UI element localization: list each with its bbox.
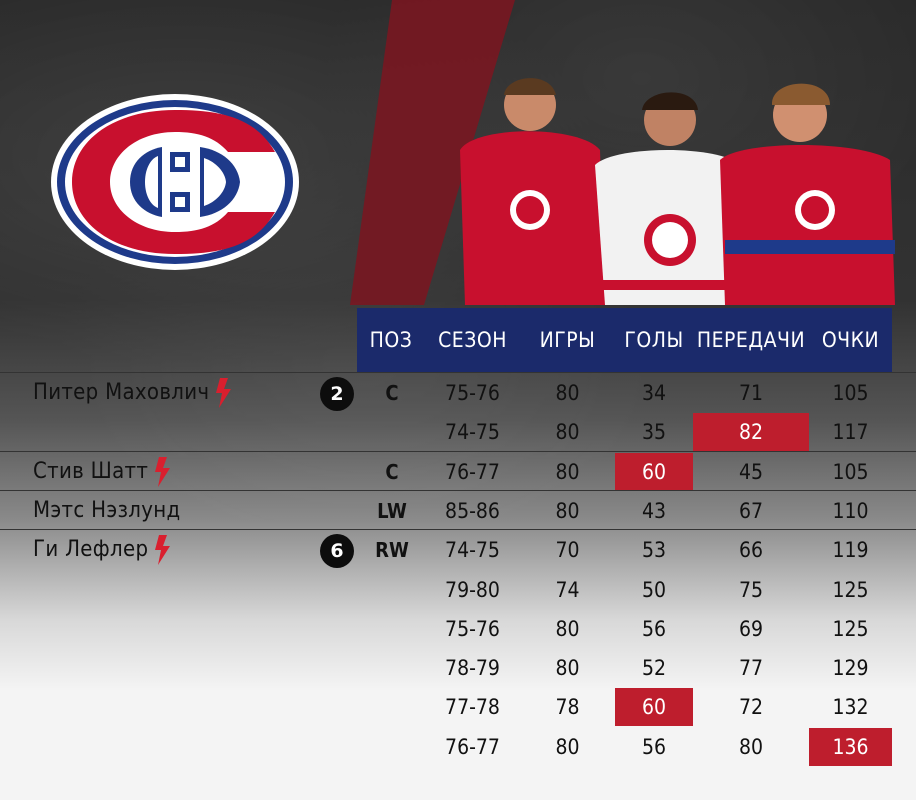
lightning-bolt-icon: [154, 535, 172, 569]
lightning-bolt-icon: [215, 378, 233, 412]
stat-goals: 60: [615, 452, 693, 491]
montreal-canadiens-logo-icon: [51, 94, 299, 270]
player-position: RW: [375, 538, 409, 563]
stat-season: 77-78: [445, 695, 500, 720]
stat-games: 70: [555, 538, 580, 563]
stat-games: 80: [555, 656, 580, 681]
stat-points: 129: [832, 656, 869, 681]
stat-goals: 56: [641, 734, 667, 759]
stat-points: 125: [832, 577, 869, 602]
stat-assists: 82: [693, 413, 809, 452]
player-name: Питер Маховлич: [33, 380, 210, 405]
lightning-bolt-icon: [154, 456, 172, 491]
header-games: ИГРЫ: [539, 328, 596, 352]
stat-season: 78-79: [445, 656, 500, 681]
stat-season: 75-76: [445, 381, 500, 405]
number-badge: 2: [320, 377, 354, 411]
stat-games: 80: [555, 381, 580, 405]
stat-games: 78: [555, 695, 580, 720]
stat-points: 110: [832, 498, 869, 523]
stat-games: 80: [555, 459, 580, 484]
stat-assists: 72: [738, 695, 764, 720]
stat-assists: 71: [738, 381, 764, 405]
stat-assists: 67: [738, 498, 764, 523]
header-assists: ПЕРЕДАЧИ: [696, 328, 806, 352]
number-badge: 6: [320, 534, 354, 569]
stat-points: 105: [832, 459, 869, 484]
player-name: Стив Шатт: [33, 458, 149, 484]
row-separator: [0, 529, 916, 531]
players-photo: [460, 78, 895, 305]
stat-goals: 35: [641, 420, 667, 445]
stat-games: 80: [555, 616, 580, 641]
stat-points: 119: [832, 538, 869, 563]
player-name: Мэтс Нэзлунд: [33, 497, 181, 523]
player-position: LW: [377, 498, 407, 523]
header-season: СЕЗОН: [438, 328, 507, 352]
stat-goals: 53: [641, 538, 667, 563]
header-position: ПОЗ: [369, 328, 413, 352]
header-points: ОЧКИ: [821, 328, 880, 352]
stat-season: 74-75: [445, 420, 500, 445]
stat-points: 136: [809, 727, 892, 766]
stat-assists: 75: [738, 577, 764, 602]
stat-assists: 69: [738, 616, 764, 641]
stat-season: 74-75: [445, 538, 500, 563]
player-position: C: [385, 381, 399, 405]
stat-games: 80: [555, 420, 580, 445]
stat-games: 74: [555, 577, 580, 602]
stat-goals: 60: [615, 688, 693, 727]
stat-goals: 50: [641, 577, 667, 602]
header-goals: ГОЛЫ: [624, 328, 684, 352]
stat-season: 79-80: [445, 577, 500, 602]
stat-games: 80: [555, 498, 580, 523]
stat-assists: 80: [738, 734, 764, 759]
player-name: Ги Лефлер: [33, 537, 149, 563]
stat-season: 75-76: [445, 616, 500, 641]
row-separator: [0, 372, 916, 373]
player-position: C: [385, 459, 399, 484]
stat-assists: 45: [738, 459, 764, 484]
stat-goals: 43: [641, 498, 667, 523]
stat-goals: 34: [641, 381, 667, 405]
stat-points: 117: [832, 420, 869, 445]
stat-goals: 56: [641, 616, 667, 641]
stat-games: 80: [555, 734, 580, 759]
row-separator: [0, 450, 916, 452]
row-separator: [0, 489, 916, 491]
stat-goals: 52: [641, 656, 667, 681]
stat-assists: 77: [738, 656, 764, 681]
stat-points: 105: [832, 381, 869, 405]
stat-season: 85-86: [445, 498, 500, 523]
table-header: [357, 308, 892, 372]
stat-assists: 66: [738, 538, 764, 563]
stat-season: 76-77: [445, 459, 500, 484]
stat-season: 76-77: [445, 734, 500, 759]
stat-points: 132: [832, 695, 869, 720]
stat-points: 125: [832, 616, 869, 641]
